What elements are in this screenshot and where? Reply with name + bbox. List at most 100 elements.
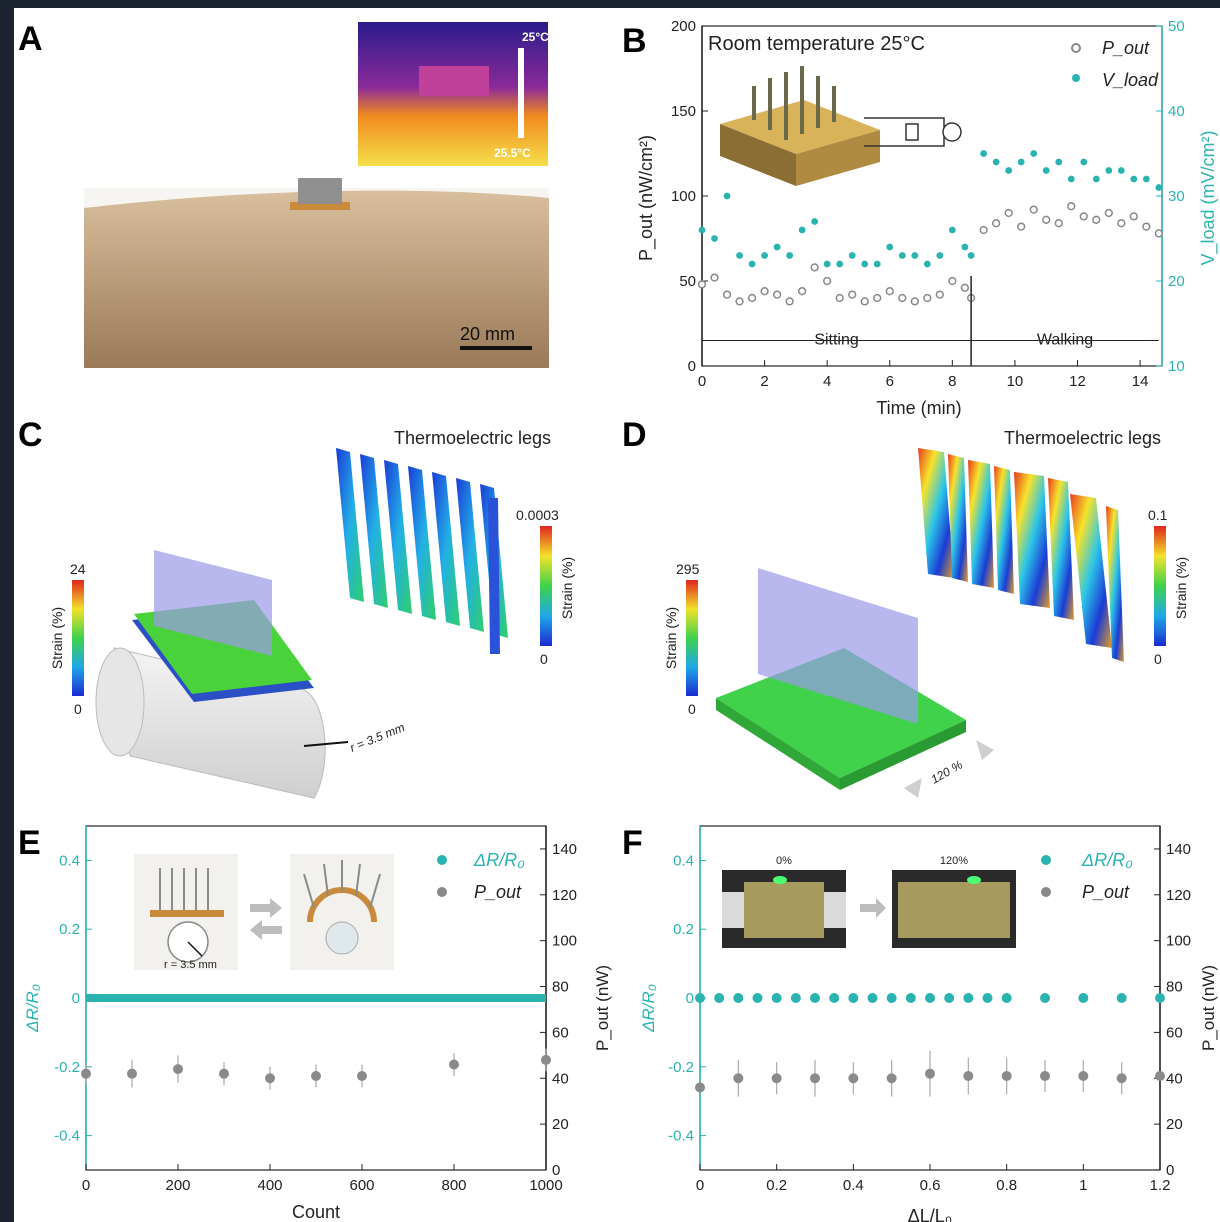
pout-point [1117, 219, 1126, 228]
figure-frame: A 25°C 25.5°C 20 mm B 0 2 4 6 8 10 12 14 0 50 100 1… [14, 8, 1220, 1222]
panel-c-cb-small-max: 0.0003 [516, 507, 559, 523]
dr-point [1040, 993, 1050, 1003]
pout-point [923, 293, 932, 303]
panel-c-radius-label: r = 3.5 mm [348, 720, 407, 755]
chart-b-xlabel: Time (min) [876, 398, 961, 418]
y2-tick-label: 140 [1166, 841, 1191, 858]
x-tick-label: 0 [82, 1177, 90, 1194]
pout-point [797, 287, 807, 296]
pout-point [710, 273, 719, 282]
vload-point [992, 158, 1000, 166]
vload-point [1092, 175, 1100, 183]
pout-point [1155, 1070, 1165, 1081]
vload-point [911, 252, 919, 259]
vload-point [723, 192, 731, 200]
panel-f: F 0 0.2 0.4 0.6 0.8 1 1.2 -0.4 -0.2 0 0.2 0.4 0 20 40 6… [622, 824, 1218, 1222]
y-tick-label: 0 [686, 990, 694, 1007]
panel-c-cb-big-min: 0 [74, 701, 82, 717]
pout-point [963, 1070, 974, 1081]
y-tick-label: -0.4 [668, 1128, 694, 1145]
pout-point [722, 290, 732, 299]
panel-c-cb-big-label: Strain (%) [49, 607, 65, 669]
y-tick-label: -0.2 [54, 1059, 80, 1076]
vload-point [961, 243, 969, 251]
chart-e-legend-dr: ΔR/R₀ [473, 850, 525, 870]
pout-point [735, 297, 744, 306]
y-tick-label: -0.4 [54, 1128, 80, 1145]
y-tick-label: 50 [679, 273, 696, 290]
vload-point [1117, 167, 1125, 174]
panel-c-colorbar-big [72, 580, 84, 696]
pout-point [848, 1073, 859, 1084]
pout-point [1017, 222, 1026, 231]
vload-point [861, 260, 869, 268]
vload-point [948, 226, 956, 234]
x-tick-label: 10 [1007, 373, 1024, 390]
panel-d-cb-small-min: 0 [1154, 651, 1162, 667]
x-tick-label: 0.4 [843, 1177, 864, 1194]
pout-point [771, 1073, 782, 1084]
x-tick-label: 0 [696, 1177, 704, 1194]
chart-f-xlabel: ΔL/L₀ [908, 1206, 953, 1222]
pout-point [960, 283, 970, 292]
dr-point [963, 993, 974, 1003]
dr-point [810, 993, 820, 1003]
panel-b-letter: B [622, 22, 647, 60]
x-tick-label: 400 [257, 1177, 282, 1194]
pout-point [860, 297, 869, 306]
y-tick-label: 0.4 [59, 852, 80, 869]
y2-tick-label: 60 [552, 1024, 569, 1041]
pout-point [760, 287, 769, 296]
vload-point [711, 235, 718, 242]
x-tick-label: 800 [441, 1177, 466, 1194]
y2-tick-label: 30 [1168, 188, 1185, 205]
pout-point [848, 290, 857, 299]
dr-point [925, 993, 935, 1003]
panel-d-cb-small-max: 0.1 [1148, 507, 1168, 523]
pout-point [1001, 1070, 1012, 1081]
chart-f-legend-p-marker [1041, 887, 1051, 897]
pout-point [785, 297, 794, 306]
sitting-label: Sitting [814, 332, 858, 349]
vload-point [1067, 175, 1075, 183]
panel-d-arrow-left [904, 778, 922, 798]
vload-point [886, 243, 894, 251]
vload-point [898, 252, 906, 259]
pout-point [991, 219, 1001, 228]
pout-point [823, 276, 832, 286]
panel-d-film-side2 [840, 720, 966, 790]
dr-point [714, 993, 725, 1003]
device-substrate [290, 202, 350, 210]
vload-point [1080, 158, 1088, 166]
figure: A 25°C 25.5°C 20 mm B 0 2 4 6 8 10 12 140501001… [18, 18, 1219, 1222]
panel-c-legs-contours [336, 448, 508, 654]
y2-tick-label: 120 [552, 887, 577, 904]
chart-b-y2label: V_load (mV/cm²) [1198, 130, 1219, 265]
vload-point [823, 260, 831, 268]
legend-pout: P_out [1102, 38, 1150, 58]
thermal-bottom-label: 25.5°C [494, 146, 531, 160]
panel-c-cb-big-max: 24 [70, 561, 86, 577]
x-tick-label: 1 [1079, 1177, 1087, 1194]
vload-point [848, 252, 856, 259]
chart-e-inset-label: r = 3.5 mm [164, 959, 217, 971]
y2-tick-label: 40 [1166, 1070, 1183, 1087]
pout-point [810, 263, 819, 272]
scale-bar-label: 20 mm [460, 324, 515, 344]
pout-point [747, 293, 757, 303]
chart-e-plot: 0 200 400 600 800 1000 -0.4 -0.2 0 0.2 0.4 0 20 40 60 8… [54, 825, 577, 1194]
pout-point [886, 1073, 897, 1084]
panel-d-legs-3d [758, 568, 918, 724]
pout-point [1054, 219, 1063, 228]
x-tick-label: 12 [1069, 373, 1086, 390]
panel-d-arrow-right [976, 740, 994, 760]
dr-point [829, 993, 840, 1003]
pout-point [695, 1082, 705, 1093]
y2-tick-label: 120 [1166, 887, 1191, 904]
pout-point [1042, 215, 1051, 224]
panel-a-letter: A [18, 20, 43, 58]
chart-e-legend-p: P_out [474, 882, 522, 902]
chart-f-plot: 0 0.2 0.4 0.6 0.8 1 1.2 -0.4 -0.2 0 0.2 0.4 0 20 40 60 8… [668, 825, 1191, 1194]
pout-point [1067, 202, 1076, 211]
panel-d-colorbar-big [686, 580, 698, 696]
